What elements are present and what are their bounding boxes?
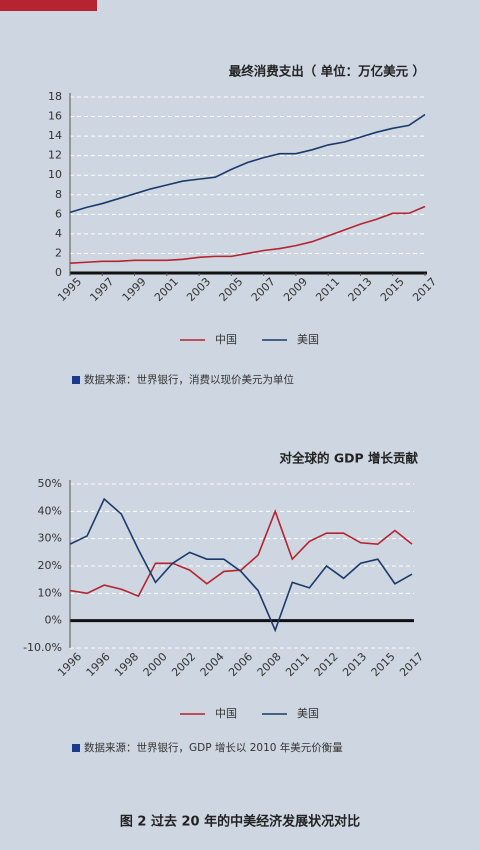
chart-title: 最终消费支出（ 单位：万亿美元 ） bbox=[229, 64, 425, 79]
top-bar bbox=[0, 0, 97, 11]
source-note: 数据来源：世界银行，消费以现价美元为单位 bbox=[84, 373, 294, 386]
caption: 图 2 过去 20 年的中美经济发展状况对比 bbox=[120, 814, 360, 830]
y-tick-label: 10 bbox=[48, 168, 62, 181]
y-tick-label: 18 bbox=[48, 90, 62, 103]
series-line bbox=[69, 497, 413, 633]
chart-title: 对全球的 GDP 增长贡献 bbox=[279, 451, 418, 466]
y-tick-label: -10.0% bbox=[23, 641, 62, 654]
source-note: 数据来源：世界银行，GDP 增长以 2010 年美元价衡量 bbox=[84, 741, 343, 754]
source-marker bbox=[72, 376, 80, 384]
y-tick-label: 16 bbox=[48, 110, 62, 123]
legend-label: 美国 bbox=[297, 333, 319, 346]
y-tick-label: 30% bbox=[38, 532, 62, 545]
y-tick-label: 8 bbox=[55, 188, 62, 201]
series-line bbox=[69, 205, 426, 265]
y-tick-label: 40% bbox=[38, 504, 62, 517]
y-tick-label: 14 bbox=[48, 129, 62, 142]
legend-label: 美国 bbox=[297, 707, 319, 720]
legend-label: 中国 bbox=[215, 707, 237, 720]
y-tick-label: 2 bbox=[55, 246, 62, 259]
y-tick-label: 0% bbox=[45, 614, 62, 627]
series-line bbox=[69, 113, 426, 214]
y-tick-label: 50% bbox=[38, 477, 62, 490]
y-tick-label: 10% bbox=[38, 586, 62, 599]
legend-label: 中国 bbox=[215, 333, 237, 346]
y-tick-label: 0 bbox=[55, 266, 62, 279]
series-line bbox=[69, 509, 413, 598]
y-tick-label: 6 bbox=[55, 207, 62, 220]
y-tick-label: 20% bbox=[38, 559, 62, 572]
source-marker bbox=[72, 744, 80, 752]
y-tick-label: 4 bbox=[55, 227, 62, 240]
y-tick-label: 12 bbox=[48, 149, 62, 162]
